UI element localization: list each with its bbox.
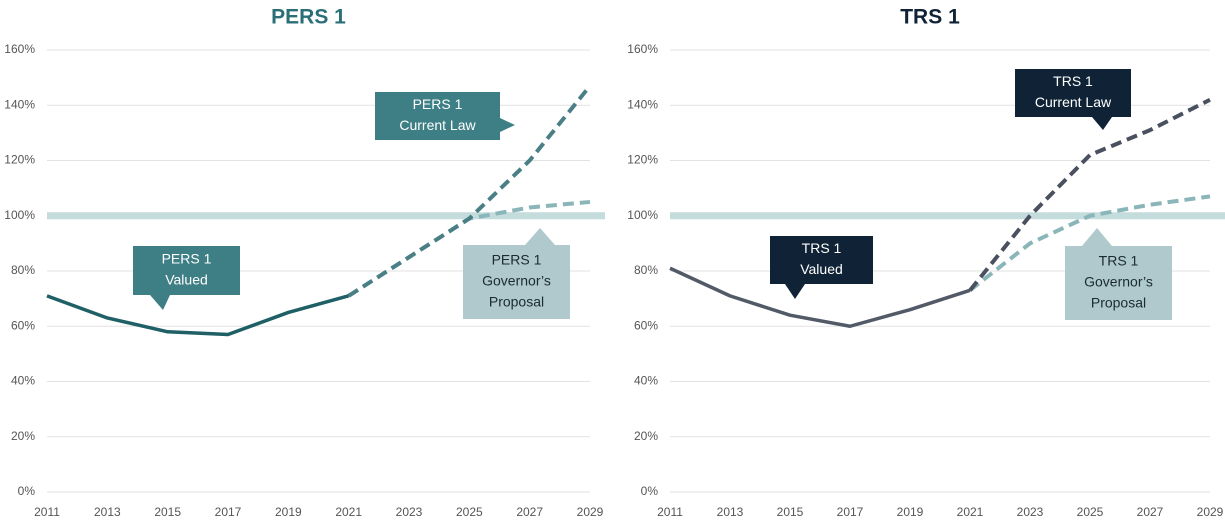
y-tick-label: 160%	[4, 42, 35, 56]
annotation-box	[770, 236, 873, 284]
annotation-box	[375, 92, 500, 140]
y-tick-label: 40%	[11, 374, 35, 388]
y-tick-label: 60%	[634, 318, 658, 332]
annotation-text: Governor’s	[1084, 274, 1153, 290]
y-tick-label: 0%	[18, 484, 36, 498]
annotation-pointer	[500, 118, 515, 132]
line-series	[669, 266, 971, 328]
x-tick-label: 2017	[215, 505, 242, 519]
annotation-text: TRS 1	[802, 240, 842, 256]
annotation-text: Valued	[800, 261, 843, 277]
x-tick-label: 2011	[657, 505, 683, 519]
line-series	[968, 194, 1211, 292]
annotation-box	[133, 246, 240, 295]
annotation-pointer	[150, 295, 170, 310]
y-tick-label: 80%	[11, 263, 35, 277]
annotation-box	[463, 245, 570, 319]
x-tick-label: 2017	[837, 505, 864, 519]
chart-title: TRS 1	[900, 6, 960, 29]
y-tick-label: 20%	[634, 429, 658, 443]
y-tick-label: 100%	[4, 208, 35, 222]
x-tick-label: 2029	[1197, 505, 1224, 519]
y-tick-label: 120%	[627, 153, 658, 167]
y-tick-label: 140%	[627, 97, 658, 111]
x-tick-label: 2015	[777, 505, 804, 519]
x-tick-label: 2027	[1137, 505, 1164, 519]
line-series	[347, 84, 592, 298]
y-tick-label: 0%	[641, 484, 659, 498]
x-tick-label: 2023	[1017, 505, 1044, 519]
x-tick-label: 2025	[1077, 505, 1104, 519]
annotation-text: PERS 1	[492, 252, 542, 268]
x-tick-label: 2013	[717, 505, 744, 519]
annotation-text: Current Law	[399, 117, 476, 133]
annotation-text: TRS 1	[1099, 253, 1139, 269]
x-tick-label: 2019	[897, 505, 924, 519]
y-tick-label: 100%	[627, 208, 658, 222]
x-tick-label: 2025	[456, 505, 483, 519]
y-tick-label: 140%	[4, 97, 35, 111]
y-tick-label: 80%	[634, 263, 658, 277]
x-tick-label: 2023	[396, 505, 423, 519]
annotation-text: PERS 1	[162, 251, 212, 267]
annotation-box	[1065, 246, 1172, 320]
x-tick-label: 2011	[34, 505, 60, 519]
annotation-pointer	[1082, 228, 1112, 246]
annotation-text: Proposal	[489, 294, 544, 310]
x-tick-label: 2013	[94, 505, 121, 519]
annotation-text: Valued	[165, 272, 208, 288]
x-tick-label: 2029	[577, 505, 604, 519]
y-tick-label: 60%	[11, 318, 35, 332]
y-tick-label: 40%	[634, 374, 658, 388]
annotation-pointer	[525, 228, 555, 245]
x-tick-label: 2021	[335, 505, 362, 519]
x-tick-label: 2019	[275, 505, 302, 519]
annotation-pointer	[785, 284, 805, 299]
y-tick-label: 20%	[11, 429, 35, 443]
line-series	[46, 294, 350, 337]
y-tick-label: 120%	[4, 153, 35, 167]
annotation-box	[1015, 69, 1131, 117]
chart-title: PERS 1	[271, 6, 346, 29]
annotation-text: TRS 1	[1053, 73, 1093, 89]
annotation-text: PERS 1	[413, 96, 463, 112]
x-tick-label: 2027	[516, 505, 543, 519]
annotation-text: Proposal	[1091, 295, 1146, 311]
x-tick-label: 2015	[154, 505, 181, 519]
y-tick-label: 160%	[627, 42, 658, 56]
annotation-pointer	[1092, 117, 1112, 130]
annotation-text: Current Law	[1035, 94, 1112, 110]
annotation-text: Governor’s	[482, 273, 551, 289]
x-tick-label: 2021	[957, 505, 984, 519]
